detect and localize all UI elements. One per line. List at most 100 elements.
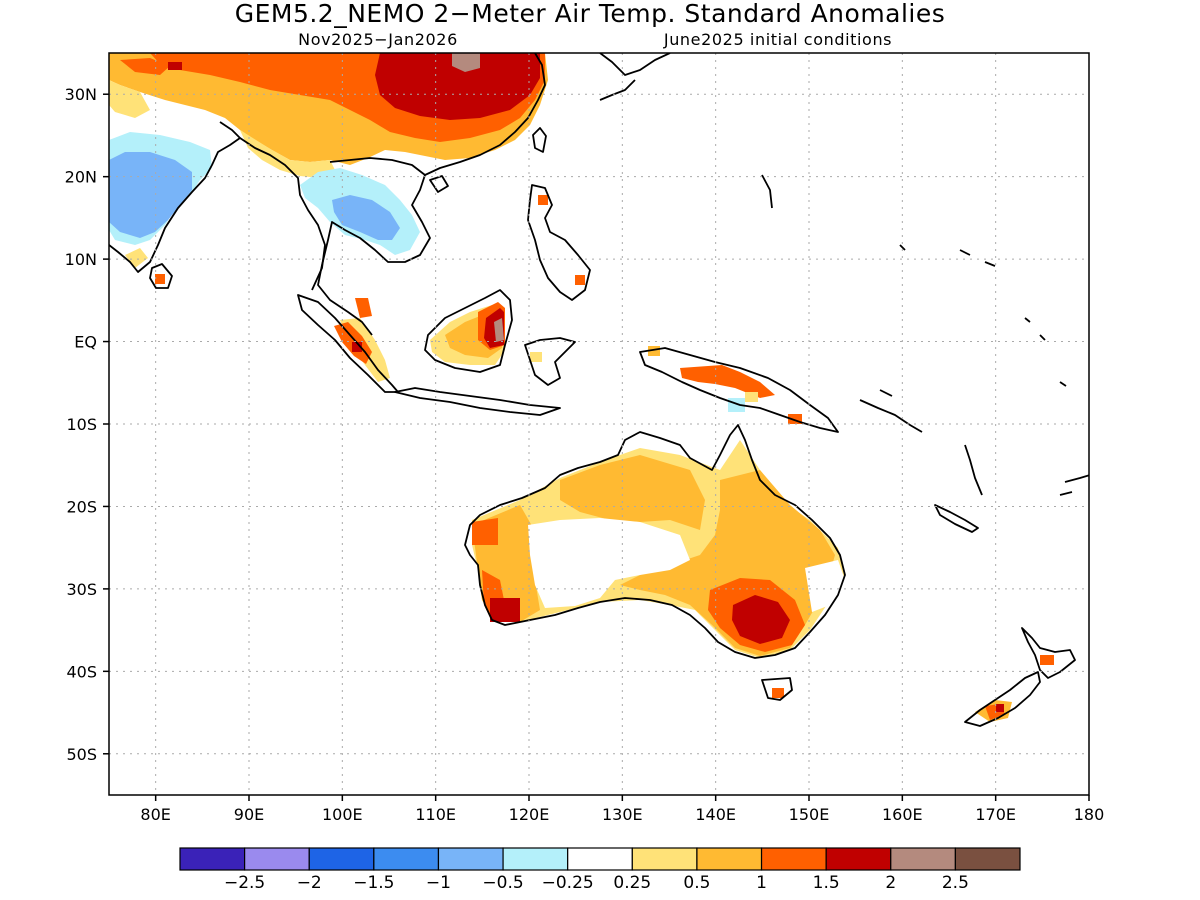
x-tick-label: 120E bbox=[509, 805, 550, 824]
legend-label: −2 bbox=[297, 873, 322, 893]
australia-southwest-hot bbox=[490, 598, 520, 622]
map-axes: 80E 90E 100E 110E 120E 130E 140E 150E 160E 170E 18… bbox=[65, 85, 1105, 824]
legend-swatch bbox=[631, 847, 698, 871]
x-tick-label: 100E bbox=[322, 805, 363, 824]
coastline-java bbox=[394, 387, 561, 416]
india-south-warm bbox=[125, 248, 148, 268]
color-scale-legend: −2.5 −2 −1.5 −1 −0.5 −0.25 0.25 0.5 1 1.5 2 2.5 bbox=[179, 847, 1021, 893]
legend-label: 2.5 bbox=[942, 873, 969, 893]
x-tick-label: 130E bbox=[602, 805, 643, 824]
borneo-hottest-spot bbox=[494, 318, 504, 342]
nz-south-hot-spot bbox=[996, 704, 1004, 712]
tibet-hot-patch bbox=[168, 62, 182, 70]
legend-label: 1 bbox=[756, 873, 767, 893]
legend-swatch bbox=[696, 847, 763, 871]
coastline-new-guinea bbox=[639, 347, 839, 433]
coastline-pacific-islands bbox=[761, 174, 1067, 387]
coastline-borneo bbox=[424, 289, 513, 373]
china-light-west bbox=[109, 80, 150, 118]
legend-label: 0.25 bbox=[613, 873, 651, 893]
australia-warm-mid-north bbox=[560, 455, 705, 530]
philippines-warm-spot bbox=[538, 195, 548, 205]
legend-swatch bbox=[825, 847, 892, 871]
coastlines bbox=[109, 53, 1089, 727]
coastline-solomons bbox=[859, 389, 923, 433]
coastline-nz-north bbox=[1021, 627, 1076, 679]
new-guinea-light-spot bbox=[745, 392, 758, 402]
legend-swatch bbox=[373, 847, 440, 871]
legend-label: 0.5 bbox=[683, 873, 710, 893]
y-tick-label: 30N bbox=[65, 85, 97, 104]
legend-swatch bbox=[244, 847, 310, 871]
coastline-indochina bbox=[317, 157, 431, 336]
coastline-india bbox=[109, 121, 241, 273]
legend-label: 1.5 bbox=[813, 873, 840, 893]
y-tick-label: 10S bbox=[66, 415, 97, 434]
malay-warm-patch bbox=[355, 298, 372, 318]
legend-swatch bbox=[954, 847, 1021, 871]
tasmania-warm-spot bbox=[772, 688, 784, 698]
india-cool-mid bbox=[109, 152, 192, 238]
x-tick-label: 80E bbox=[140, 805, 170, 824]
china-light-fringe bbox=[240, 130, 335, 178]
nz-north-warm bbox=[1040, 655, 1054, 665]
y-tick-label: 20S bbox=[66, 497, 97, 516]
legend-label: −1 bbox=[426, 873, 451, 893]
period-subtitle: Nov2025−Jan2026 bbox=[298, 30, 458, 49]
x-tick-label: 140E bbox=[695, 805, 736, 824]
x-tick-label: 160E bbox=[882, 805, 923, 824]
australia-east-neutral bbox=[805, 560, 845, 612]
australia-west-strong-patch bbox=[472, 518, 498, 545]
legend-label: −0.25 bbox=[542, 873, 594, 893]
x-tick-label: 150E bbox=[789, 805, 830, 824]
china-hottest-spot bbox=[452, 53, 480, 72]
coastline-philippines bbox=[527, 184, 591, 301]
legend-label: −0.5 bbox=[482, 873, 523, 893]
x-tick-label: 110E bbox=[415, 805, 456, 824]
legend-label: −2.5 bbox=[224, 873, 265, 893]
x-tick-label: 180 bbox=[1074, 805, 1105, 824]
australia-interior-neutral bbox=[528, 518, 690, 608]
coastline-vanuatu-fiji bbox=[964, 444, 1089, 496]
legend-swatch bbox=[437, 847, 504, 871]
sulawesi-warm-spot bbox=[530, 352, 542, 362]
initial-conditions-subtitle: June2025 initial conditions bbox=[663, 30, 892, 49]
coastline-australia bbox=[464, 424, 846, 659]
y-tick-label: EQ bbox=[74, 333, 97, 352]
anomaly-shading bbox=[109, 53, 1054, 722]
legend-swatch bbox=[890, 847, 956, 871]
x-tick-label: 90E bbox=[234, 805, 264, 824]
legend-swatch bbox=[760, 847, 827, 871]
lat-lon-grid bbox=[109, 53, 1089, 795]
coastline-sri-lanka bbox=[149, 263, 173, 289]
coastline-nz-south bbox=[964, 671, 1041, 727]
australia-hot-core bbox=[732, 595, 790, 644]
y-tick-label: 30S bbox=[66, 580, 97, 599]
coastline-china-east bbox=[424, 53, 546, 176]
china-hot-core bbox=[375, 53, 540, 120]
coastline-tasmania bbox=[761, 677, 793, 701]
y-tick-label: 10N bbox=[65, 250, 97, 269]
coastline-taiwan bbox=[532, 127, 547, 153]
legend-label: −1.5 bbox=[353, 873, 394, 893]
y-tick-label: 50S bbox=[66, 745, 97, 764]
figure-title: GEM5.2_NEMO 2−Meter Air Temp. Standard A… bbox=[235, 0, 946, 28]
coastline-bay-of-bengal bbox=[239, 137, 326, 291]
coastline-korea-japan bbox=[599, 53, 671, 101]
indochina-cool-mid bbox=[332, 195, 400, 240]
x-tick-label: 170E bbox=[975, 805, 1016, 824]
y-tick-label: 20N bbox=[65, 168, 97, 187]
new-guinea-warm bbox=[680, 365, 775, 398]
legend-swatch bbox=[308, 847, 375, 871]
y-tick-label: 40S bbox=[66, 662, 97, 681]
legend-label: 2 bbox=[885, 873, 896, 893]
coastline-new-caledonia bbox=[934, 504, 979, 533]
tibet-warm-patch bbox=[120, 58, 170, 75]
legend-swatch bbox=[502, 847, 569, 871]
legend-swatch bbox=[567, 847, 633, 871]
philippines-warm-spot-2 bbox=[575, 275, 585, 285]
coastline-sulawesi bbox=[524, 337, 576, 386]
legend-swatch bbox=[179, 847, 246, 871]
sri-lanka-warm bbox=[155, 274, 165, 284]
